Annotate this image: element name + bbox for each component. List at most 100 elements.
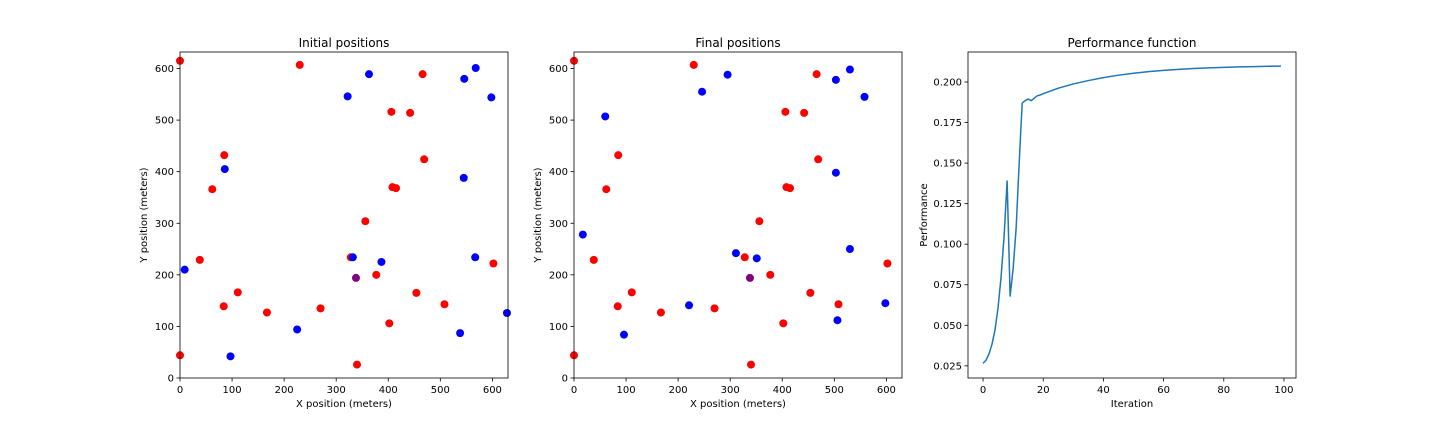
- y-tick-label: 200: [549, 270, 568, 281]
- y-tick-label: 500: [549, 116, 568, 127]
- scatter-point-red: [613, 302, 622, 311]
- x-tick-label: 500: [825, 385, 844, 396]
- scatter-point-red: [834, 300, 843, 309]
- plot-frame: [967, 51, 1297, 379]
- scatter-point-red: [747, 360, 756, 369]
- scatter-point-red: [440, 300, 449, 309]
- y-tick-label: 500: [155, 116, 174, 127]
- scatter-point-purple: [745, 273, 754, 282]
- scatter-point-blue: [180, 265, 189, 274]
- scatter-point-red: [489, 259, 498, 268]
- y-tick-label: 0.025: [933, 361, 962, 372]
- y-tick-label: 0.200: [933, 78, 962, 89]
- scatter-point-blue: [619, 330, 628, 339]
- scatter-point-red: [220, 151, 229, 160]
- scatter-point-red: [781, 107, 790, 116]
- scatter-point-blue: [685, 301, 694, 310]
- x-tick-label: 0: [571, 385, 577, 396]
- y-tick-label: 300: [549, 219, 568, 230]
- scatter-point-blue: [860, 92, 869, 101]
- scatter-point-red: [800, 108, 809, 117]
- plot-frame: [179, 51, 509, 379]
- scatter-point-red: [602, 185, 611, 194]
- y-tick-label: 400: [549, 167, 568, 178]
- scatter-point-blue: [343, 92, 352, 101]
- y-tick-label: 400: [155, 167, 174, 178]
- scatter-point-blue: [502, 309, 511, 318]
- scatter-point-blue: [226, 352, 235, 361]
- y-axis-label: Y position (meters): [139, 167, 150, 263]
- y-tick-label: 0: [562, 374, 568, 385]
- scatter-point-red: [812, 70, 821, 79]
- scatter-point-red: [766, 270, 775, 279]
- scatter-points: [176, 56, 511, 369]
- y-axis-label: Y position (meters): [533, 167, 544, 263]
- scatter-point-red: [412, 288, 421, 297]
- x-tick-label: 200: [275, 385, 294, 396]
- scatter-point-blue: [456, 329, 465, 338]
- scatter-point-red: [372, 270, 381, 279]
- plot-frame: [573, 51, 903, 379]
- scatter-point-red: [262, 308, 271, 317]
- x-tick-label: 40: [1097, 385, 1110, 396]
- performance-function-chart: Performance function Iteration Performan…: [919, 36, 1297, 410]
- y-tick-label: 0.125: [933, 199, 962, 210]
- scatter-point-red: [883, 259, 892, 268]
- scatter-point-blue: [881, 299, 890, 308]
- chart-title: Performance function: [1068, 36, 1197, 50]
- y-tick-label: 600: [155, 64, 174, 75]
- scatter-point-red: [420, 155, 429, 164]
- scatter-point-red: [689, 60, 698, 69]
- scatter-point-red: [353, 360, 362, 369]
- axis-ticks: 0 20 40 60 80 100 0.025 0.050 0.075 0.100 0.125 0.1…: [933, 78, 1293, 396]
- scatter-point-blue: [831, 168, 840, 177]
- performance-line: [982, 65, 1281, 364]
- scatter-point-red: [814, 155, 823, 164]
- scatter-point-blue: [731, 249, 740, 258]
- scatter-point-red: [614, 151, 623, 160]
- scatter-point-red: [779, 319, 788, 328]
- scatter-point-blue: [471, 253, 480, 262]
- scatter-point-blue: [845, 245, 854, 254]
- scatter-point-purple: [351, 273, 360, 282]
- chart-title: Initial positions: [299, 36, 390, 50]
- x-tick-label: 300: [327, 385, 346, 396]
- scatter-point-red: [589, 255, 598, 264]
- scatter-point-red: [710, 304, 719, 313]
- y-tick-label: 100: [549, 322, 568, 333]
- scatter-point-red: [316, 304, 325, 313]
- x-axis-label: X position (meters): [690, 399, 786, 410]
- x-tick-label: 400: [379, 385, 398, 396]
- scatter-point-red: [385, 319, 394, 328]
- y-axis-label: Performance: [919, 183, 930, 246]
- x-tick-label: 100: [617, 385, 636, 396]
- scatter-point-red: [656, 308, 665, 317]
- y-tick-label: 0.075: [933, 280, 962, 291]
- scatter-point-red: [786, 184, 795, 193]
- scatter-point-red: [361, 217, 370, 226]
- chart-title: Final positions: [695, 36, 780, 50]
- x-tick-label: 60: [1157, 385, 1170, 396]
- y-tick-label: 600: [549, 64, 568, 75]
- scatter-point-red: [406, 108, 415, 117]
- scatter-point-red: [806, 288, 815, 297]
- scatter-point-blue: [220, 165, 229, 174]
- x-tick-label: 100: [1274, 385, 1293, 396]
- scatter-points: [570, 56, 892, 369]
- performance-series-line: [982, 65, 1281, 364]
- scatter-point-red: [392, 184, 401, 193]
- scatter-point-blue: [723, 70, 732, 79]
- scatter-point-red: [387, 107, 396, 116]
- scatter-point-blue: [698, 87, 707, 96]
- scatter-point-red: [233, 288, 242, 297]
- x-tick-label: 20: [1037, 385, 1050, 396]
- scatter-point-blue: [487, 93, 496, 102]
- x-tick-label: 80: [1217, 385, 1230, 396]
- y-tick-label: 0.100: [933, 240, 962, 251]
- scatter-point-blue: [459, 173, 468, 182]
- y-tick-label: 300: [155, 219, 174, 230]
- scatter-point-red: [295, 60, 304, 69]
- x-tick-label: 300: [721, 385, 740, 396]
- scatter-point-blue: [377, 257, 386, 266]
